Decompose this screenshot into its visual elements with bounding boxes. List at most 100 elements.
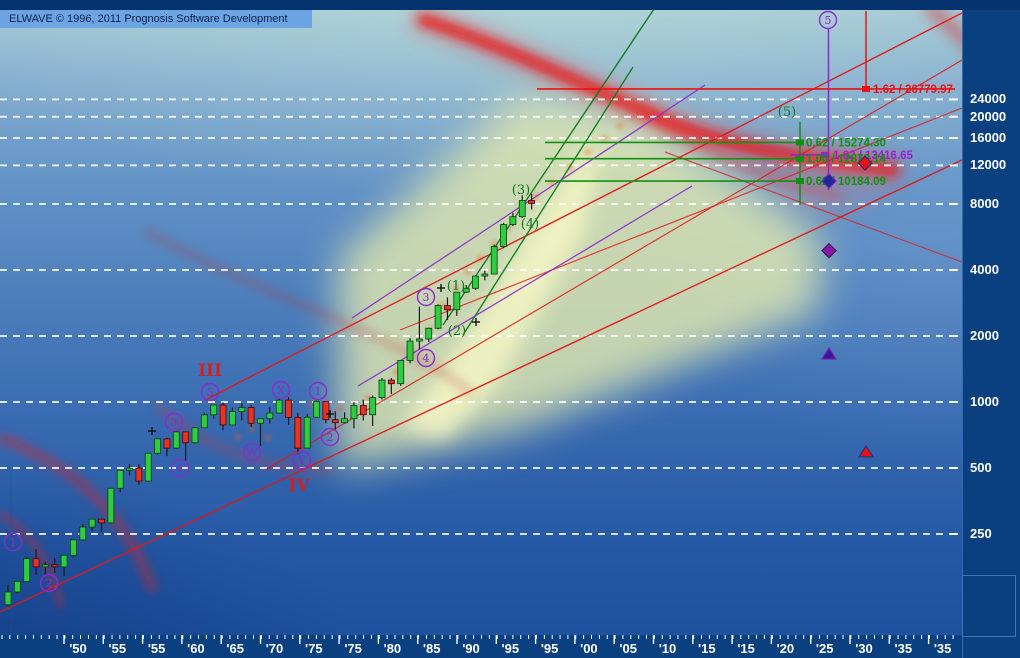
- svg-text:1.62 / 13416.65: 1.62 / 13416.65: [833, 150, 914, 162]
- candle[interactable]: [303, 413, 311, 449]
- price-axis[interactable]: 24000 20000 16000 12000 8000 4000 2000 1000 500 2…: [962, 10, 1020, 658]
- candle[interactable]: [472, 275, 479, 291]
- svg-text:2: 2: [46, 577, 53, 590]
- candle[interactable]: [462, 285, 470, 294]
- candle[interactable]: [378, 377, 386, 400]
- candle[interactable]: [182, 431, 190, 462]
- candle[interactable]: [219, 402, 227, 431]
- time-axis-label: '60: [187, 641, 205, 656]
- svg-text:(3): (3): [512, 183, 530, 198]
- candle[interactable]: [518, 195, 526, 219]
- trendlines[interactable]: [0, 0, 962, 613]
- svg-text:5: 5: [825, 14, 832, 27]
- svg-text:4: 4: [177, 462, 184, 475]
- candle[interactable]: [331, 411, 339, 431]
- candle[interactable]: [444, 297, 451, 321]
- candle[interactable]: [70, 539, 77, 558]
- triangle-marker[interactable]: [857, 444, 875, 458]
- candle[interactable]: [107, 487, 115, 524]
- candle[interactable]: [126, 464, 133, 476]
- svg-text:2: 2: [327, 431, 334, 444]
- candle[interactable]: [453, 291, 461, 316]
- candle[interactable]: [172, 431, 180, 450]
- candle[interactable]: [88, 518, 96, 532]
- diamond-marker[interactable]: [821, 242, 837, 259]
- svg-text:1.62 / 26779.97: 1.62 / 26779.97: [873, 84, 953, 96]
- svg-text:5: 5: [207, 386, 214, 399]
- candle[interactable]: [210, 404, 218, 419]
- price-axis-label: 250: [970, 526, 992, 541]
- wave-labels-circled: 1 2 3 4 5 W X Y 1 2 3 4 5: [3, 10, 838, 593]
- candle[interactable]: [247, 404, 255, 427]
- candle[interactable]: [481, 270, 489, 281]
- candle[interactable]: [434, 304, 442, 330]
- candle[interactable]: [387, 377, 395, 395]
- candle[interactable]: [32, 549, 40, 575]
- candle[interactable]: [500, 222, 507, 249]
- candle[interactable]: [425, 327, 433, 342]
- candle[interactable]: [257, 418, 264, 446]
- candle[interactable]: [359, 399, 367, 421]
- triangle-marker[interactable]: [820, 346, 838, 360]
- candle[interactable]: [42, 561, 49, 575]
- price-axis-label: 4000: [970, 262, 999, 277]
- candlestick-chart[interactable]: 1.62 / 26779.97 0.62 / 15274.301.62 / 134…: [0, 0, 962, 658]
- time-axis-label: '35: [933, 641, 952, 656]
- candle[interactable]: [60, 554, 68, 576]
- candle[interactable]: [13, 580, 21, 594]
- candle[interactable]: [528, 193, 535, 210]
- candle[interactable]: [4, 585, 12, 607]
- svg-text:(2): (2): [448, 324, 466, 339]
- candle[interactable]: [163, 438, 171, 457]
- candle[interactable]: [509, 212, 517, 226]
- candle[interactable]: [154, 438, 162, 455]
- projection-markers[interactable]: [820, 155, 875, 458]
- candle[interactable]: [144, 452, 152, 482]
- candle[interactable]: [406, 338, 414, 364]
- candle[interactable]: [294, 412, 302, 455]
- price-axis-label: 16000: [970, 130, 1007, 145]
- candle[interactable]: [266, 406, 274, 424]
- time-axis[interactable]: '50 '55 '55 '60 '65 '70 '75 '75 '80 '85 '90 '95 '95 '…: [0, 635, 962, 658]
- candle[interactable]: [285, 397, 292, 425]
- candle[interactable]: [238, 403, 246, 421]
- candle[interactable]: [313, 400, 320, 418]
- candle[interactable]: [350, 402, 358, 429]
- candle[interactable]: [415, 306, 423, 350]
- candle[interactable]: [51, 558, 59, 573]
- time-axis-label: '85: [422, 641, 441, 656]
- diamond-marker[interactable]: [857, 155, 873, 171]
- diamond-marker[interactable]: [821, 173, 837, 189]
- candle[interactable]: [135, 464, 143, 485]
- candle[interactable]: [23, 557, 31, 583]
- candles-layer[interactable]: [4, 193, 535, 607]
- chart-plot-area[interactable]: 1.62 / 26779.97 0.62 / 15274.30 1.62 / 134…: [0, 0, 962, 658]
- candle[interactable]: [116, 469, 124, 493]
- candle[interactable]: [98, 518, 105, 533]
- time-axis-label: '75: [305, 641, 323, 656]
- time-axis-label: '10: [658, 641, 677, 656]
- candle[interactable]: [322, 401, 330, 424]
- candle[interactable]: [275, 398, 283, 414]
- candle[interactable]: [79, 524, 87, 541]
- svg-text:1: 1: [10, 536, 17, 549]
- candle[interactable]: [397, 360, 405, 386]
- candle[interactable]: [228, 407, 236, 426]
- candle[interactable]: [369, 395, 377, 427]
- candle[interactable]: [191, 427, 199, 444]
- price-axis-label: 12000: [970, 157, 1007, 173]
- candle[interactable]: [341, 412, 349, 424]
- axis-corner-box: [962, 575, 1016, 637]
- candle[interactable]: [490, 244, 498, 275]
- title-bar: ELWAVE © 1996, 2011 Prognosis Software D…: [0, 10, 312, 28]
- time-axis-label: '65: [226, 641, 244, 656]
- time-axis-label: '55: [108, 641, 127, 656]
- candle[interactable]: [200, 412, 208, 429]
- time-axis-label: '70: [265, 641, 284, 656]
- svg-text:1.00 / 12872.14: 1.00 / 12872.14: [806, 154, 887, 166]
- svg-text:(5): (5): [778, 105, 796, 120]
- svg-text:3: 3: [423, 291, 430, 304]
- svg-text:3: 3: [171, 416, 178, 429]
- svg-text:0.62 / 15274.30: 0.62 / 15274.30: [806, 137, 886, 149]
- svg-text:0.62 / 10184.09: 0.62 / 10184.09: [806, 176, 886, 188]
